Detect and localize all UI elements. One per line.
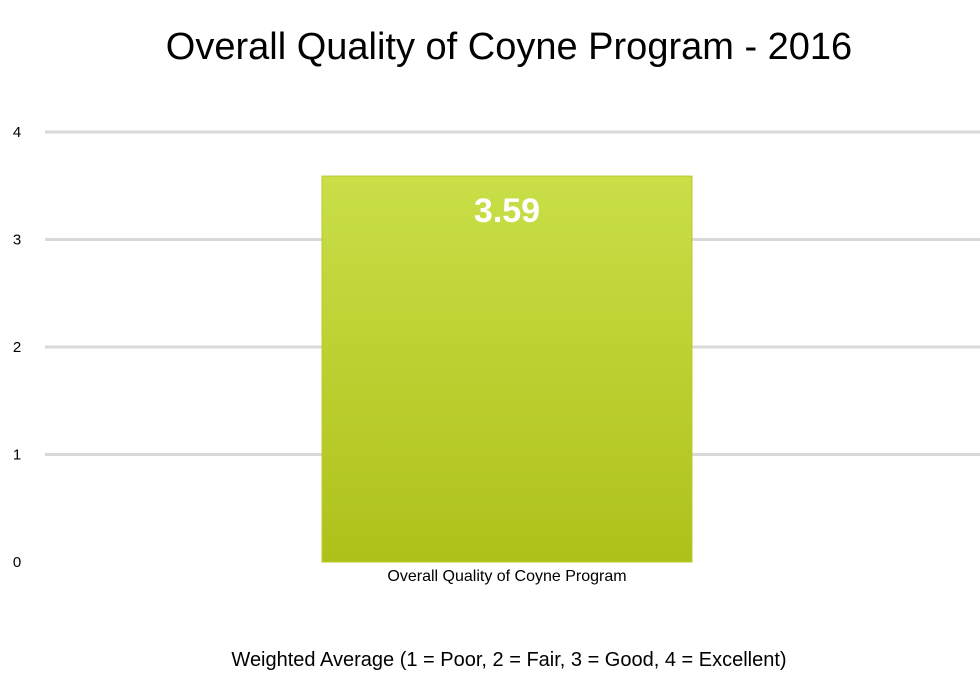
bar-data-label: 3.59 [474, 192, 540, 230]
x-axis-label: Weighted Average (1 = Poor, 2 = Fair, 3 … [231, 649, 787, 671]
y-tick-label: 0 [13, 554, 21, 571]
y-tick-label: 2 [13, 339, 21, 356]
chart-title: Overall Quality of Coyne Program - 2016 [165, 26, 853, 68]
y-tick-label: 4 [13, 124, 21, 141]
y-tick-label: 1 [13, 447, 21, 464]
x-axis-ticks: Overall Quality of Coyne Program [387, 568, 626, 585]
x-tick-label: Overall Quality of Coyne Program [387, 568, 626, 585]
y-tick-label: 3 [13, 232, 21, 249]
bars: 3.59 [321, 175, 693, 563]
bar [321, 175, 693, 563]
y-axis-ticks: 0 1 2 3 4 [13, 124, 21, 571]
